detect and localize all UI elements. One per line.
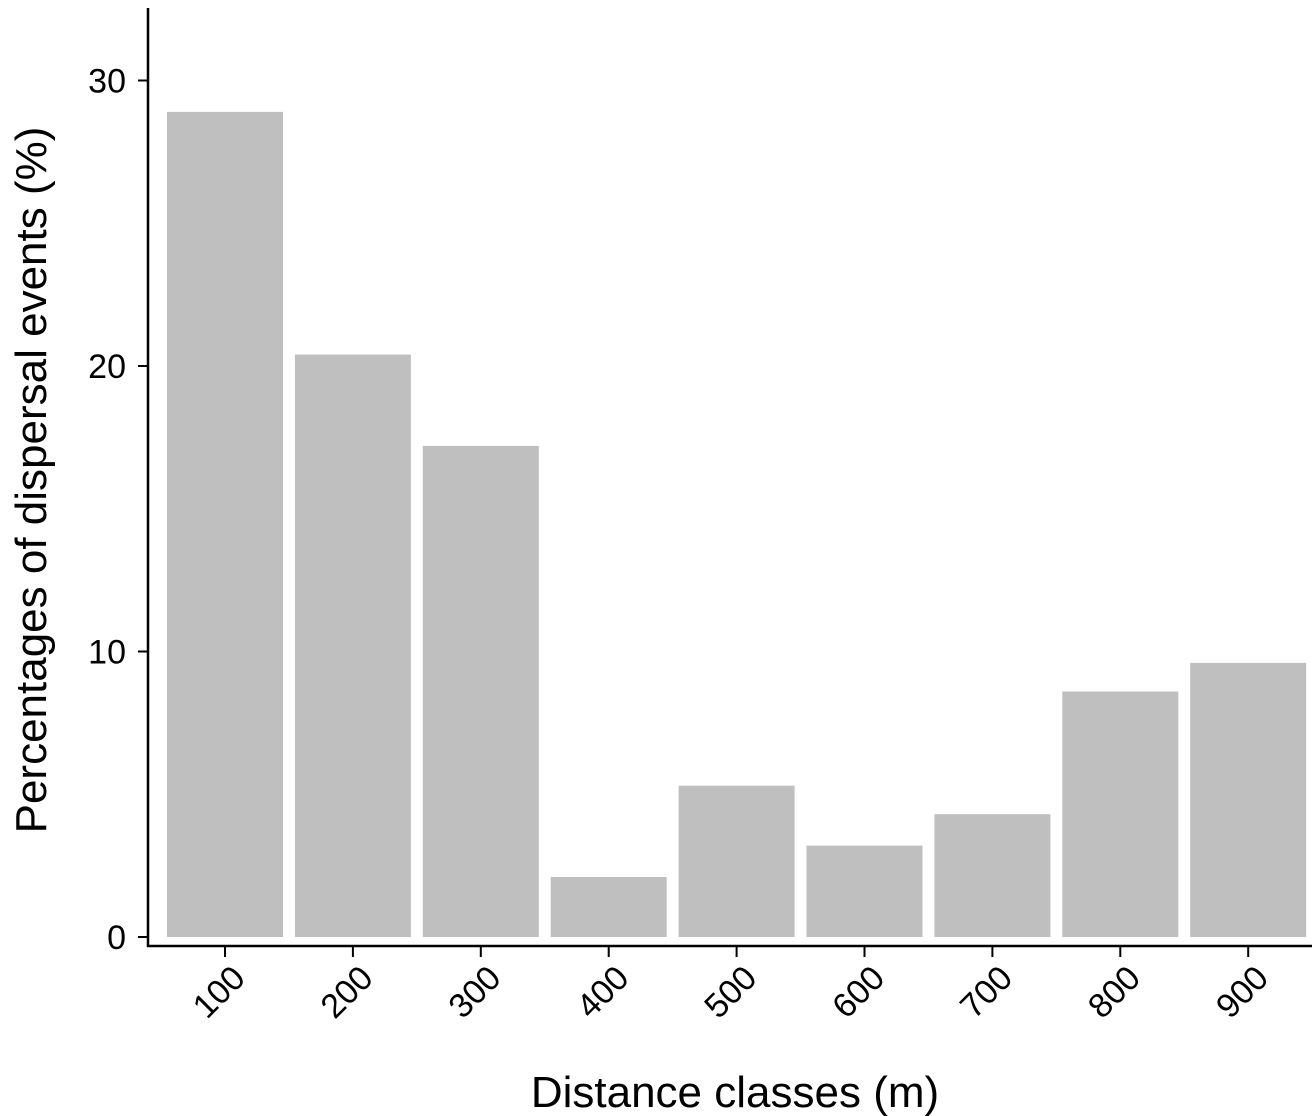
x-axis-title: Distance classes (m) <box>531 1068 939 1116</box>
y-tick-label: 0 <box>107 919 126 957</box>
x-tick-label: 800 <box>1081 959 1148 1026</box>
y-tick-label: 20 <box>88 348 126 386</box>
x-axis-ticks: 100 200 300 400 500 600 700 800 900 <box>186 946 1276 1026</box>
bar-300 <box>422 445 539 937</box>
y-tick-label: 30 <box>88 63 126 101</box>
bar-600 <box>806 845 923 937</box>
y-tick-label: 10 <box>88 634 126 672</box>
y-axis-title: Percentages of dispersal events (%) <box>7 127 56 834</box>
x-tick-label: 700 <box>953 959 1020 1026</box>
bar-200 <box>294 354 411 938</box>
bar-500 <box>678 785 795 937</box>
x-tick-label: 300 <box>441 959 508 1026</box>
x-tick-label: 600 <box>825 959 892 1026</box>
y-axis-ticks: 0 10 20 30 <box>88 63 148 957</box>
bar-900 <box>1190 662 1307 937</box>
x-tick-label: 100 <box>186 959 253 1026</box>
bar-100 <box>167 111 283 937</box>
x-tick-label: 200 <box>314 959 381 1026</box>
bar-700 <box>934 814 1051 937</box>
x-tick-label: 500 <box>697 959 764 1026</box>
bar-800 <box>1062 691 1179 937</box>
x-tick-label: 400 <box>569 959 636 1026</box>
bar-400 <box>550 877 667 937</box>
bars-group <box>167 111 1307 938</box>
x-tick-label: 900 <box>1209 959 1276 1026</box>
